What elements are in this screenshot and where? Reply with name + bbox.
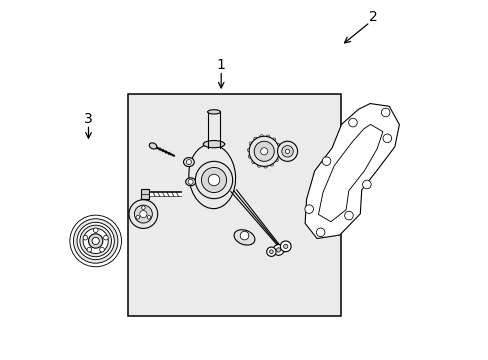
Circle shape bbox=[134, 205, 152, 223]
Circle shape bbox=[140, 211, 147, 218]
Circle shape bbox=[276, 143, 279, 147]
Polygon shape bbox=[305, 104, 399, 239]
Circle shape bbox=[304, 205, 313, 213]
Circle shape bbox=[88, 234, 102, 248]
Circle shape bbox=[136, 216, 139, 219]
Circle shape bbox=[269, 250, 273, 253]
Circle shape bbox=[260, 148, 267, 155]
Circle shape bbox=[247, 148, 250, 152]
Circle shape bbox=[248, 155, 251, 158]
Ellipse shape bbox=[185, 178, 195, 186]
Circle shape bbox=[263, 165, 267, 168]
Ellipse shape bbox=[207, 110, 220, 114]
Circle shape bbox=[201, 167, 226, 193]
Circle shape bbox=[249, 136, 279, 166]
Text: 2: 2 bbox=[368, 10, 377, 24]
Circle shape bbox=[73, 219, 118, 263]
Circle shape bbox=[254, 141, 274, 161]
Circle shape bbox=[283, 244, 287, 248]
Circle shape bbox=[277, 149, 281, 153]
Circle shape bbox=[277, 152, 280, 156]
Circle shape bbox=[186, 159, 191, 165]
Circle shape bbox=[266, 135, 269, 139]
Text: 3: 3 bbox=[84, 112, 93, 126]
Circle shape bbox=[129, 200, 158, 228]
Circle shape bbox=[92, 237, 99, 244]
Circle shape bbox=[93, 228, 98, 233]
Circle shape bbox=[281, 145, 293, 157]
Circle shape bbox=[382, 134, 391, 143]
Circle shape bbox=[103, 235, 108, 240]
Circle shape bbox=[348, 118, 357, 127]
Ellipse shape bbox=[188, 144, 235, 209]
Text: 1: 1 bbox=[216, 58, 225, 72]
Bar bbox=[128, 94, 341, 316]
Ellipse shape bbox=[183, 158, 194, 167]
Circle shape bbox=[362, 180, 370, 189]
Circle shape bbox=[83, 235, 88, 240]
Circle shape bbox=[249, 142, 252, 145]
Polygon shape bbox=[318, 125, 382, 222]
Circle shape bbox=[316, 228, 325, 237]
Circle shape bbox=[266, 247, 276, 256]
Circle shape bbox=[147, 216, 150, 219]
Circle shape bbox=[100, 247, 104, 252]
Circle shape bbox=[322, 157, 330, 166]
Circle shape bbox=[208, 174, 219, 186]
Ellipse shape bbox=[203, 140, 224, 148]
Circle shape bbox=[280, 241, 290, 252]
Circle shape bbox=[269, 163, 273, 166]
Circle shape bbox=[83, 228, 108, 253]
Circle shape bbox=[273, 244, 284, 255]
Circle shape bbox=[195, 161, 232, 199]
Circle shape bbox=[80, 225, 111, 257]
Circle shape bbox=[271, 138, 275, 141]
Circle shape bbox=[277, 141, 297, 161]
Circle shape bbox=[381, 108, 389, 117]
Ellipse shape bbox=[234, 230, 254, 245]
Circle shape bbox=[251, 160, 255, 164]
Circle shape bbox=[240, 231, 248, 240]
Circle shape bbox=[257, 164, 260, 167]
Circle shape bbox=[87, 247, 91, 252]
Circle shape bbox=[142, 206, 145, 210]
Circle shape bbox=[276, 248, 280, 252]
Circle shape bbox=[70, 215, 121, 267]
Circle shape bbox=[253, 137, 257, 141]
Circle shape bbox=[259, 135, 263, 138]
Circle shape bbox=[274, 158, 278, 162]
Circle shape bbox=[344, 211, 352, 220]
Bar bbox=[140, 189, 149, 199]
Circle shape bbox=[285, 149, 289, 153]
Ellipse shape bbox=[149, 143, 157, 149]
Circle shape bbox=[188, 179, 193, 184]
Circle shape bbox=[77, 222, 114, 260]
